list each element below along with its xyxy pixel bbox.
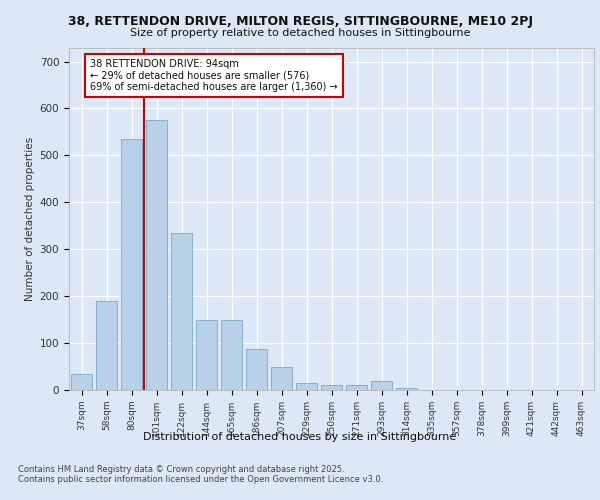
Text: Contains HM Land Registry data © Crown copyright and database right 2025.: Contains HM Land Registry data © Crown c… [18, 465, 344, 474]
Text: 38 RETTENDON DRIVE: 94sqm
← 29% of detached houses are smaller (576)
69% of semi: 38 RETTENDON DRIVE: 94sqm ← 29% of detac… [90, 59, 338, 92]
Y-axis label: Number of detached properties: Number of detached properties [25, 136, 35, 301]
Text: Contains public sector information licensed under the Open Government Licence v3: Contains public sector information licen… [18, 475, 383, 484]
Bar [346, 386, 367, 390]
Bar [271, 366, 292, 390]
Text: 38, RETTENDON DRIVE, MILTON REGIS, SITTINGBOURNE, ME10 2PJ: 38, RETTENDON DRIVE, MILTON REGIS, SITTI… [67, 15, 533, 28]
Bar [396, 388, 417, 390]
Bar [371, 380, 392, 390]
Bar [146, 120, 167, 390]
Text: Size of property relative to detached houses in Sittingbourne: Size of property relative to detached ho… [130, 28, 470, 38]
Bar [96, 301, 117, 390]
Text: Distribution of detached houses by size in Sittingbourne: Distribution of detached houses by size … [143, 432, 457, 442]
Bar [71, 374, 92, 390]
Bar [296, 383, 317, 390]
Bar [196, 320, 217, 390]
Bar [121, 139, 142, 390]
Bar [246, 348, 267, 390]
Bar [321, 386, 342, 390]
Bar [171, 233, 192, 390]
Bar [221, 320, 242, 390]
